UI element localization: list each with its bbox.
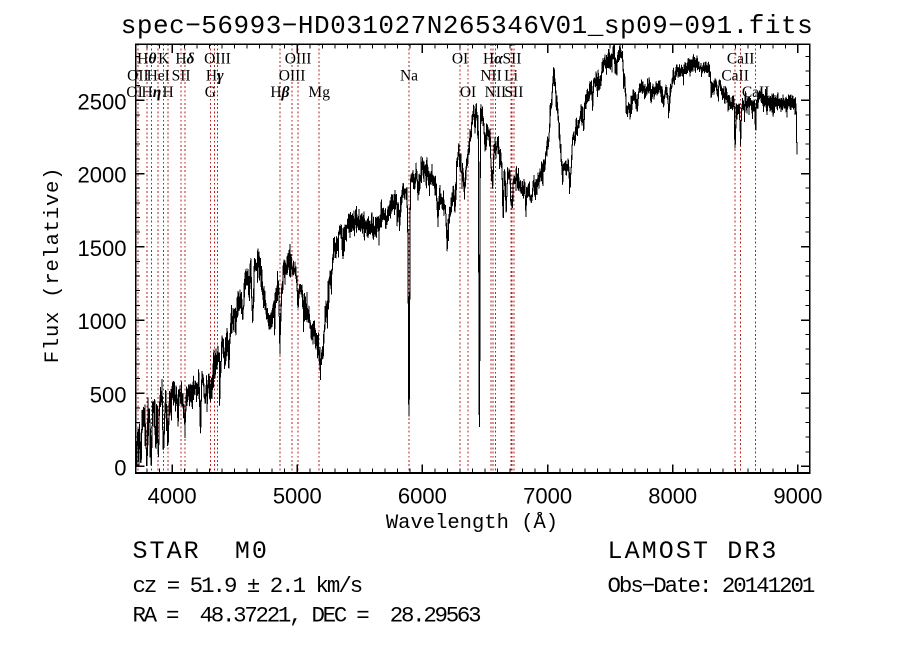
svg-text:OI: OI — [452, 51, 468, 68]
svg-text:0: 0 — [114, 456, 126, 481]
svg-text:spec−56993−HD031027N265346V01_: spec−56993−HD031027N265346V01_sp09−091.f… — [121, 11, 813, 41]
svg-text:Hα: Hα — [483, 51, 503, 68]
svg-text:OII: OII — [127, 68, 149, 85]
svg-text:CaII: CaII — [727, 51, 755, 68]
svg-text:G: G — [205, 84, 216, 101]
svg-text:SII: SII — [504, 84, 523, 101]
svg-text:Na: Na — [400, 68, 418, 85]
svg-text:Flux (relative): Flux (relative) — [42, 167, 65, 364]
svg-text:NII: NII — [480, 68, 502, 85]
svg-text:OI: OI — [460, 84, 476, 101]
svg-text:8000: 8000 — [648, 484, 697, 509]
svg-text:1000: 1000 — [78, 309, 127, 334]
svg-text:1500: 1500 — [78, 236, 127, 261]
svg-text:6000: 6000 — [398, 484, 447, 509]
svg-text:9000: 9000 — [773, 484, 822, 509]
svg-text:Hβ: Hβ — [270, 84, 289, 101]
svg-text:SII: SII — [503, 51, 522, 68]
svg-text:OIII: OIII — [204, 51, 231, 68]
svg-text:500: 500 — [90, 382, 127, 407]
svg-text:Hγ: Hγ — [206, 68, 224, 85]
svg-text:OIII: OIII — [279, 68, 306, 85]
svg-text:Hη: Hη — [142, 84, 162, 101]
svg-text:Mg: Mg — [308, 84, 330, 101]
svg-text:NII: NII — [485, 84, 507, 101]
svg-text:STAR M0: STAR M0 — [133, 537, 269, 566]
svg-text:4000: 4000 — [148, 484, 197, 509]
svg-text:CaII: CaII — [721, 68, 749, 85]
svg-text:K: K — [158, 51, 170, 68]
svg-text:LAMOST DR3: LAMOST DR3 — [608, 537, 779, 566]
svg-text:RA = 48.37221, DEC = 28.2956: RA = 48.37221, DEC = 28.29563 — [133, 603, 482, 629]
svg-text:Hδ: Hδ — [175, 51, 194, 68]
svg-text:SII: SII — [172, 68, 191, 85]
svg-text:HeI: HeI — [147, 68, 170, 85]
svg-text:cz = 51.9 ± 2.1 km/s: cz = 51.9 ± 2.1 km/s — [133, 573, 362, 599]
svg-text:Wavelength (Å): Wavelength (Å) — [386, 512, 558, 535]
svg-text:2000: 2000 — [78, 163, 127, 188]
svg-text:Li: Li — [504, 68, 518, 85]
svg-text:CaII: CaII — [742, 84, 770, 101]
svg-text:Obs−Date: 20141201: Obs−Date: 20141201 — [608, 573, 815, 599]
svg-text:OIII: OIII — [285, 51, 312, 68]
svg-text:OI: OI — [126, 84, 142, 101]
svg-text:Hθ: Hθ — [137, 51, 156, 68]
svg-text:H: H — [162, 84, 173, 101]
svg-text:7000: 7000 — [523, 484, 572, 509]
svg-text:5000: 5000 — [273, 484, 322, 509]
svg-text:2500: 2500 — [78, 90, 127, 115]
